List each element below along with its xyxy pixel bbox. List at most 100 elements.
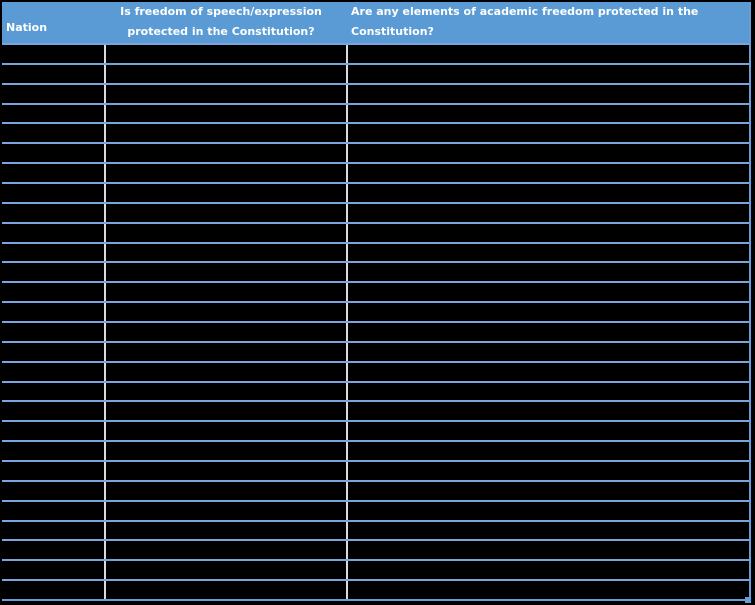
table-cell-r19-academic_freedom[interactable] xyxy=(346,402,749,421)
table-row xyxy=(2,559,749,580)
table-cell-r8-academic_freedom[interactable] xyxy=(346,184,749,202)
table-cell-r8-speech_freedom[interactable] xyxy=(104,184,346,202)
table-cell-r10-nation[interactable] xyxy=(2,224,104,242)
table-cell-r13-academic_freedom[interactable] xyxy=(346,283,749,302)
table-cell-r28-speech_freedom[interactable] xyxy=(104,581,346,600)
table-cell-r5-academic_freedom[interactable] xyxy=(346,124,749,143)
table-cell-r26-nation[interactable] xyxy=(2,541,104,559)
table-cell-r2-academic_freedom[interactable] xyxy=(346,64,749,83)
table-cell-r13-nation[interactable] xyxy=(2,283,104,301)
table-cell-r21-academic_freedom[interactable] xyxy=(346,442,749,461)
table-cell-r24-academic_freedom[interactable] xyxy=(346,501,749,520)
table-row xyxy=(2,261,749,282)
table-cell-r7-speech_freedom[interactable] xyxy=(104,164,346,183)
column-header-speech-freedom[interactable]: Is freedom of speech/expression protecte… xyxy=(104,2,346,43)
table-cell-r12-academic_freedom[interactable] xyxy=(346,263,749,282)
table-cell-r27-nation[interactable] xyxy=(2,561,104,579)
table-row xyxy=(2,62,749,83)
table-cell-r3-academic_freedom[interactable] xyxy=(346,84,749,103)
table-cell-r8-nation[interactable] xyxy=(2,184,104,202)
table-cell-r14-speech_freedom[interactable] xyxy=(104,303,346,322)
table-cell-r23-nation[interactable] xyxy=(2,482,104,500)
table-row xyxy=(2,579,749,600)
table-cell-r12-nation[interactable] xyxy=(2,263,104,281)
table-cell-r16-nation[interactable] xyxy=(2,343,104,361)
table-cell-r21-speech_freedom[interactable] xyxy=(104,442,346,461)
table-cell-r22-speech_freedom[interactable] xyxy=(104,462,346,480)
table-cell-r17-academic_freedom[interactable] xyxy=(346,362,749,381)
table-cell-r18-academic_freedom[interactable] xyxy=(346,382,749,401)
table-cell-r1-nation[interactable] xyxy=(2,45,104,63)
table-cell-r11-speech_freedom[interactable] xyxy=(104,243,346,262)
table-cell-r19-nation[interactable] xyxy=(2,402,104,420)
table-cell-r9-speech_freedom[interactable] xyxy=(104,203,346,222)
table-cell-r24-speech_freedom[interactable] xyxy=(104,501,346,520)
table-cell-r15-nation[interactable] xyxy=(2,323,104,341)
table-row xyxy=(2,460,749,480)
table-cell-r16-academic_freedom[interactable] xyxy=(346,342,749,361)
table-cell-r10-speech_freedom[interactable] xyxy=(104,223,346,242)
table-cell-r10-academic_freedom[interactable] xyxy=(346,223,749,242)
table-cell-r20-nation[interactable] xyxy=(2,422,104,440)
table-cell-r26-academic_freedom[interactable] xyxy=(346,541,749,560)
table-cell-r23-academic_freedom[interactable] xyxy=(346,481,749,500)
table-cell-r11-nation[interactable] xyxy=(2,244,104,262)
table-cell-r23-speech_freedom[interactable] xyxy=(104,481,346,500)
table-cell-r7-nation[interactable] xyxy=(2,164,104,182)
table-cell-r4-nation[interactable] xyxy=(2,105,104,123)
table-cell-r17-speech_freedom[interactable] xyxy=(104,362,346,381)
table-cell-r21-nation[interactable] xyxy=(2,442,104,460)
table-cell-r1-speech_freedom[interactable] xyxy=(104,45,346,63)
table-cell-r6-nation[interactable] xyxy=(2,144,104,162)
table-row xyxy=(2,281,749,302)
table-cell-r6-speech_freedom[interactable] xyxy=(104,144,346,163)
table-cell-r18-nation[interactable] xyxy=(2,383,104,401)
table-cell-r16-speech_freedom[interactable] xyxy=(104,342,346,361)
column-header-nation[interactable]: Nation xyxy=(2,2,104,43)
table-cell-r17-nation[interactable] xyxy=(2,363,104,381)
table-cell-r28-nation[interactable] xyxy=(2,581,104,599)
table-cell-r14-academic_freedom[interactable] xyxy=(346,303,749,322)
table-cell-r27-academic_freedom[interactable] xyxy=(346,561,749,580)
table-cell-r3-speech_freedom[interactable] xyxy=(104,84,346,103)
table-border-corner-nub xyxy=(745,597,751,603)
table-cell-r15-academic_freedom[interactable] xyxy=(346,323,749,341)
table-cell-r20-speech_freedom[interactable] xyxy=(104,422,346,441)
table-cell-r26-speech_freedom[interactable] xyxy=(104,541,346,560)
table-cell-r18-speech_freedom[interactable] xyxy=(104,382,346,401)
table-cell-r9-academic_freedom[interactable] xyxy=(346,203,749,222)
table-header-row: Nation Is freedom of speech/expression p… xyxy=(2,2,749,43)
table-cell-r25-academic_freedom[interactable] xyxy=(346,521,749,540)
table-cell-r19-speech_freedom[interactable] xyxy=(104,402,346,421)
column-header-speech-freedom-line1: Is freedom of speech/expression xyxy=(120,5,322,18)
table-cell-r5-nation[interactable] xyxy=(2,124,104,142)
table-row xyxy=(2,539,749,560)
table-cell-r3-nation[interactable] xyxy=(2,85,104,103)
table-cell-r27-speech_freedom[interactable] xyxy=(104,561,346,580)
table-cell-r25-speech_freedom[interactable] xyxy=(104,521,346,540)
table-cell-r14-nation[interactable] xyxy=(2,303,104,321)
table-row xyxy=(2,321,749,341)
column-header-academic-freedom-line1: Are any elements of academic freedom pro… xyxy=(351,5,699,18)
table-cell-r25-nation[interactable] xyxy=(2,522,104,540)
table-cell-r12-speech_freedom[interactable] xyxy=(104,263,346,282)
table-cell-r9-nation[interactable] xyxy=(2,204,104,222)
table-cell-r7-academic_freedom[interactable] xyxy=(346,164,749,183)
table-cell-r22-academic_freedom[interactable] xyxy=(346,462,749,480)
table-cell-r2-speech_freedom[interactable] xyxy=(104,64,346,83)
table-cell-r1-academic_freedom[interactable] xyxy=(346,45,749,63)
table-cell-r20-academic_freedom[interactable] xyxy=(346,422,749,441)
table-cell-r5-speech_freedom[interactable] xyxy=(104,124,346,143)
table-cell-r4-academic_freedom[interactable] xyxy=(346,104,749,123)
table-cell-r15-speech_freedom[interactable] xyxy=(104,323,346,341)
table-cell-r6-academic_freedom[interactable] xyxy=(346,144,749,163)
column-header-academic-freedom[interactable]: Are any elements of academic freedom pro… xyxy=(346,2,749,43)
table-cell-r2-nation[interactable] xyxy=(2,65,104,83)
table-cell-r22-nation[interactable] xyxy=(2,462,104,480)
table-cell-r24-nation[interactable] xyxy=(2,502,104,520)
table-cell-r13-speech_freedom[interactable] xyxy=(104,283,346,302)
table-cell-r4-speech_freedom[interactable] xyxy=(104,104,346,123)
table-cell-r11-academic_freedom[interactable] xyxy=(346,243,749,262)
table-cell-r28-academic_freedom[interactable] xyxy=(346,581,749,600)
